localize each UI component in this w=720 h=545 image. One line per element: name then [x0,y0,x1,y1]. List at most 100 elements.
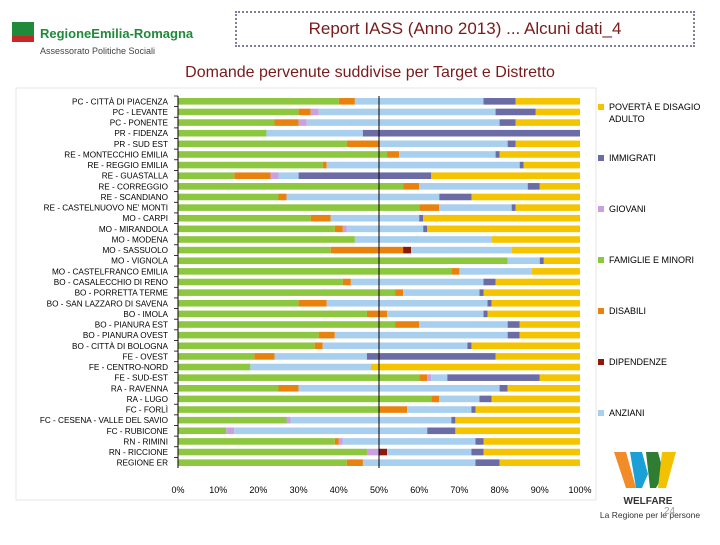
bar-segment [298,172,432,180]
report-title: Report IASS (Anno 2013) ... Alcuni dati_… [308,19,622,38]
bar-segment [507,321,520,328]
category-label: RE - REGGIO EMILIA [87,161,168,170]
category-label: FE - SUD-EST [114,374,168,383]
bar-segment [226,427,235,435]
bar-segment [459,268,532,275]
bar-segment [539,257,544,265]
legend-swatch [598,104,604,110]
bar-segment [354,98,484,105]
category-label: RA - LUGO [127,395,168,404]
legend-swatch [598,359,604,365]
bar-segment [439,193,472,201]
bar-segment [419,183,528,190]
bar-segment [338,98,355,105]
bar-segment [451,268,460,275]
regione-logo: RegioneEmilia-Romagna Assessorato Politi… [8,16,208,60]
bar-segment [178,395,432,403]
bar-segment [330,246,404,254]
bar-segment [419,204,440,211]
legend-swatch [598,257,604,263]
bar-segment [475,459,500,466]
bar-segment [178,151,388,158]
x-tick-label: 50% [370,485,388,495]
bar-segment [471,448,484,456]
legend-swatch [598,155,604,161]
bar-segment [403,289,480,296]
bar-segment [354,236,492,243]
x-tick-label: 90% [531,485,549,495]
bar-segment [342,225,347,233]
bar-segment [419,321,508,328]
bar-segment [306,119,500,126]
bars-group [178,98,580,466]
bar-segment [419,374,428,381]
category-label: FC - RUBICONE [107,427,169,436]
category-label: RE - MONTECCHIO EMILIA [64,150,168,159]
bar-segment [346,140,379,148]
legend-label: GIOVANI [609,204,646,214]
bar-segment [455,416,580,424]
bar-segment [178,183,404,190]
category-label: PC - PONENTE [110,119,169,128]
chart-title: Domande pervenute suddivise per Target e… [185,64,555,81]
bar-segment [362,459,476,466]
bar-segment [471,342,580,350]
bar-segment [455,427,580,435]
bar-segment [519,321,580,328]
bar-segment [366,310,388,318]
bar-segment [178,353,255,360]
legend-label: ADULTO [609,114,645,124]
bar-segment [483,438,580,445]
bar-segment [318,331,335,339]
bar-segment [475,406,580,413]
bar-segment [178,331,319,339]
brand-subtitle: Assessorato Politiche Sociali [40,46,155,56]
bar-segment [407,406,472,413]
bar-segment [266,129,363,137]
welfare-w-icon [614,452,676,488]
category-label: BO - CITTÀ DI BOLOGNA [72,341,169,351]
legend-swatch [598,410,604,416]
bar-segment [507,331,520,339]
bar-segment [178,342,315,350]
bar-segment [298,119,307,126]
legend-label: IMMIGRATI [609,153,656,163]
bar-segment [487,310,580,318]
bar-segment [491,395,580,403]
category-label: BO - PIANURA OVEST [83,331,168,340]
bar-segment [326,299,488,307]
bar-segment [479,395,492,403]
bar-segment [379,448,388,456]
bar-segment [491,299,580,307]
bar-segment [274,119,299,126]
bar-segment [395,321,420,328]
bar-segment [483,289,580,296]
bar-segment [178,140,347,148]
bar-segment [427,374,432,381]
bar-segment [515,98,580,105]
brand-name: RegioneEmilia-Romagna [40,26,194,41]
bar-segment [350,278,484,286]
bar-segment [178,278,343,286]
axis-group [174,95,380,468]
bar-segment [399,151,496,158]
bar-segment [254,353,275,360]
bar-segment [310,108,319,116]
category-label: BO - CASALECCHIO DI RENO [54,278,168,287]
bar-segment [467,342,472,350]
bar-segment [511,246,580,254]
bar-segment [178,384,279,392]
report-title-box: Report IASS (Anno 2013) ... Alcuni dati_… [235,11,695,47]
bar-segment [403,183,420,190]
bar-segment [178,416,287,424]
bar-segment [411,246,512,254]
category-label: RE - SCANDIANO [101,193,168,202]
x-tick-label: 0% [171,485,184,495]
category-label: MO - VIGNOLA [111,257,168,266]
bar-segment [178,98,339,105]
x-tick-label: 80% [491,485,509,495]
bar-segment [387,310,484,318]
bar-segment [439,204,512,211]
bar-segment [475,438,484,445]
